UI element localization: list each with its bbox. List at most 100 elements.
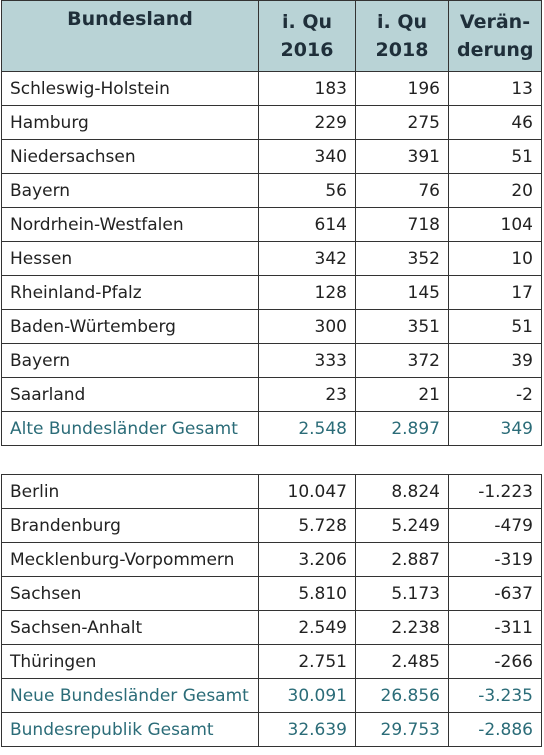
number-cell: 2.485	[355, 644, 449, 679]
number-cell: 26.856	[355, 678, 449, 713]
number-cell: 20	[448, 173, 542, 208]
header-text: derung	[457, 39, 534, 61]
number-cell: -2.886	[448, 712, 542, 747]
number-cell: 51	[448, 139, 542, 174]
number-cell: 352	[355, 241, 449, 276]
number-cell: 2.887	[355, 542, 449, 577]
number-cell: 372	[355, 343, 449, 378]
number-cell: 5.173	[355, 576, 449, 611]
state-cell: Thüringen	[1, 644, 259, 679]
number-cell: -2	[448, 377, 542, 412]
header-cell: i. Qu 2016	[258, 0, 356, 72]
number-cell: 2.751	[258, 644, 356, 679]
number-cell: 196	[355, 71, 449, 106]
data-row: Thüringen 2.751 2.485 -266	[1, 644, 542, 679]
number-cell: 333	[258, 343, 356, 378]
total-row: Neue Bundesländer Gesamt 30.091 26.856 -3.2…	[1, 678, 542, 713]
number-cell: 76	[355, 173, 449, 208]
number-cell: 23	[258, 377, 356, 412]
number-cell: 718	[355, 207, 449, 242]
header-row: Bundesland i. Qu 2016 i. Qu 2018 Verän-derung	[1, 0, 542, 72]
number-cell: 39	[448, 343, 542, 378]
number-cell: 32.639	[258, 712, 356, 747]
state-cell: Bayern	[1, 343, 259, 378]
number-cell: 29.753	[355, 712, 449, 747]
number-cell: -3.235	[448, 678, 542, 713]
data-row: Berlin 10.047 8.824 -1.223	[1, 474, 542, 509]
header-cell: i. Qu 2018	[355, 0, 449, 72]
state-cell: Baden-Würtemberg	[1, 309, 259, 344]
header-text: Bundesland	[67, 8, 193, 30]
state-cell: Neue Bundesländer Gesamt	[1, 678, 259, 713]
number-cell: 2.238	[355, 610, 449, 645]
number-cell: 10.047	[258, 474, 356, 509]
number-cell: 351	[355, 309, 449, 344]
number-cell: 300	[258, 309, 356, 344]
header-cell: Bundesland	[1, 0, 259, 72]
state-cell: Mecklenburg-Vorpommern	[1, 542, 259, 577]
number-cell: 56	[258, 173, 356, 208]
number-cell: 46	[448, 105, 542, 140]
number-cell: 275	[355, 105, 449, 140]
number-cell: 17	[448, 275, 542, 310]
header-text: i. Qu	[281, 11, 333, 33]
data-row: Niedersachsen 340 391 51	[1, 139, 542, 174]
number-cell: 342	[258, 241, 356, 276]
header-text: Verän-	[459, 11, 531, 33]
state-cell: Bundesrepublik Gesamt	[1, 712, 259, 747]
state-cell: Rheinland-Pfalz	[1, 275, 259, 310]
number-cell: -319	[448, 542, 542, 577]
state-cell: Nordrhein-Westfalen	[1, 207, 259, 242]
data-row: Rheinland-Pfalz 128 145 17	[1, 275, 542, 310]
number-cell: 13	[448, 71, 542, 106]
data-row: Mecklenburg-Vorpommern 3.206 2.887 -319	[1, 542, 542, 577]
number-cell: 349	[448, 411, 542, 446]
state-cell: Hamburg	[1, 105, 259, 140]
number-cell: 2.549	[258, 610, 356, 645]
state-cell: Hessen	[1, 241, 259, 276]
number-cell: 30.091	[258, 678, 356, 713]
number-cell: 340	[258, 139, 356, 174]
number-cell: 614	[258, 207, 356, 242]
number-cell: -266	[448, 644, 542, 679]
state-cell: Brandenburg	[1, 508, 259, 543]
data-row: Nordrhein-Westfalen 614 718 104	[1, 207, 542, 242]
data-row: Baden-Würtemberg 300 351 51	[1, 309, 542, 344]
number-cell: 5.810	[258, 576, 356, 611]
number-cell: -1.223	[448, 474, 542, 509]
total-row: Alte Bundesländer Gesamt 2.548 2.897 349	[1, 411, 542, 446]
state-cell: Sachsen-Anhalt	[1, 610, 259, 645]
total-row: Bundesrepublik Gesamt 32.639 29.753 -2.886	[1, 712, 542, 747]
data-row: Brandenburg 5.728 5.249 -479	[1, 508, 542, 543]
header-cell: Verän-derung	[448, 0, 542, 72]
number-cell: 21	[355, 377, 449, 412]
number-cell: 145	[355, 275, 449, 310]
header-text: 2018	[375, 39, 429, 61]
number-cell: 8.824	[355, 474, 449, 509]
state-cell: Berlin	[1, 474, 259, 509]
number-cell: 183	[258, 71, 356, 106]
number-cell: 128	[258, 275, 356, 310]
number-cell: 3.206	[258, 542, 356, 577]
table-new-states: Berlin 10.047 8.824 -1.223 Brandenburg 5.728 5…	[1, 474, 542, 747]
number-cell: -637	[448, 576, 542, 611]
data-row: Bayern 333 372 39	[1, 343, 542, 378]
state-cell: Saarland	[1, 377, 259, 412]
number-cell: -479	[448, 508, 542, 543]
number-cell: 104	[448, 207, 542, 242]
state-cell: Alte Bundesländer Gesamt	[1, 411, 259, 446]
number-cell: 2.548	[258, 411, 356, 446]
state-cell: Niedersachsen	[1, 139, 259, 174]
state-cell: Sachsen	[1, 576, 259, 611]
data-row: Bayern 56 76 20	[1, 173, 542, 208]
number-cell: -311	[448, 610, 542, 645]
number-cell: 10	[448, 241, 542, 276]
state-cell: Bayern	[1, 173, 259, 208]
number-cell: 2.897	[355, 411, 449, 446]
number-cell: 229	[258, 105, 356, 140]
data-row: Saarland 23 21 -2	[1, 377, 542, 412]
data-row: Hamburg 229 275 46	[1, 105, 542, 140]
data-row: Hessen 342 352 10	[1, 241, 542, 276]
header-text: 2016	[280, 39, 334, 61]
